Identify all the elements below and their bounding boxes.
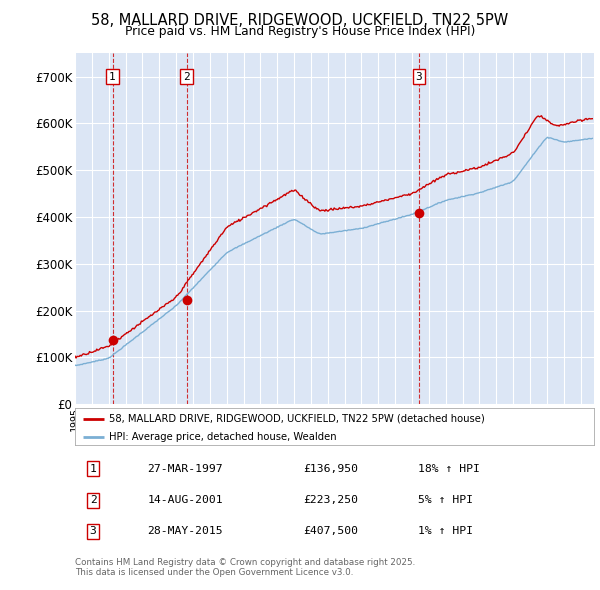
Text: 14-AUG-2001: 14-AUG-2001 <box>148 495 223 505</box>
Text: £223,250: £223,250 <box>304 495 358 505</box>
Text: 1: 1 <box>90 464 97 474</box>
Text: £407,500: £407,500 <box>304 526 358 536</box>
Text: 58, MALLARD DRIVE, RIDGEWOOD, UCKFIELD, TN22 5PW (detached house): 58, MALLARD DRIVE, RIDGEWOOD, UCKFIELD, … <box>109 414 484 424</box>
Text: 1: 1 <box>109 71 116 81</box>
Text: 27-MAR-1997: 27-MAR-1997 <box>148 464 223 474</box>
Text: 5% ↑ HPI: 5% ↑ HPI <box>418 495 473 505</box>
Text: 58, MALLARD DRIVE, RIDGEWOOD, UCKFIELD, TN22 5PW: 58, MALLARD DRIVE, RIDGEWOOD, UCKFIELD, … <box>91 13 509 28</box>
Text: £136,950: £136,950 <box>304 464 358 474</box>
Text: 2: 2 <box>90 495 97 505</box>
Text: Contains HM Land Registry data © Crown copyright and database right 2025.
This d: Contains HM Land Registry data © Crown c… <box>75 558 415 577</box>
Text: 28-MAY-2015: 28-MAY-2015 <box>148 526 223 536</box>
Text: 1% ↑ HPI: 1% ↑ HPI <box>418 526 473 536</box>
Text: HPI: Average price, detached house, Wealden: HPI: Average price, detached house, Weal… <box>109 431 337 441</box>
Text: Price paid vs. HM Land Registry's House Price Index (HPI): Price paid vs. HM Land Registry's House … <box>125 25 475 38</box>
Text: 18% ↑ HPI: 18% ↑ HPI <box>418 464 479 474</box>
Text: 2: 2 <box>183 71 190 81</box>
Text: 3: 3 <box>416 71 422 81</box>
Text: 3: 3 <box>90 526 97 536</box>
